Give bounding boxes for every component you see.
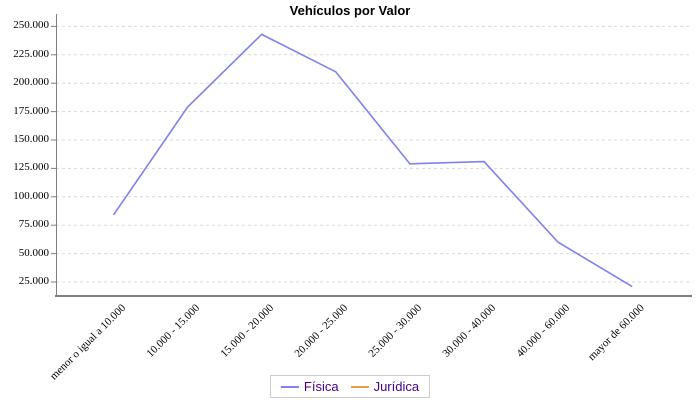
y-tick-label: 200.000 — [13, 76, 49, 89]
y-tick-label: 150.000 — [13, 133, 49, 145]
legend-item-fisica: Física — [280, 379, 339, 394]
series-lines — [112, 33, 633, 288]
fisica-line-sample-icon — [280, 385, 299, 388]
y-tick-label: 125.000 — [13, 161, 49, 174]
legend: Física Jurídica — [269, 375, 431, 398]
y-tick-label: 175.000 — [13, 104, 49, 117]
juridica-line-sample-icon — [350, 385, 369, 388]
legend-label-juridica: Jurídica — [373, 379, 420, 394]
y-tick-label: 25.000 — [18, 275, 49, 287]
gridlines — [56, 25, 692, 283]
y-tick-label: 100.000 — [13, 189, 49, 202]
y-tick-label: 75.000 — [18, 218, 49, 231]
series-line-física — [112, 33, 633, 288]
y-tick-label: 50.000 — [18, 246, 49, 259]
legend-label-fisica: Física — [303, 379, 339, 394]
y-axis-ticks — [51, 25, 56, 283]
chart-title: Vehículos por Valor — [289, 3, 411, 18]
y-tick-label: 225.000 — [13, 47, 49, 60]
legend-item-juridica: Jurídica — [350, 379, 420, 394]
y-tick-label: 250.000 — [13, 19, 49, 32]
